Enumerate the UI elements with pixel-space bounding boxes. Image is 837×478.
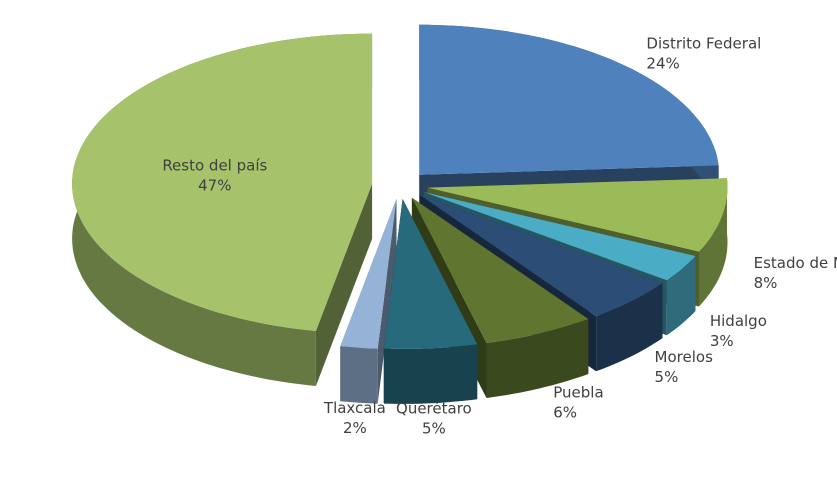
- slice-outer-wall: [340, 346, 378, 404]
- slice: [72, 33, 373, 331]
- slice-value-label: 24%: [646, 54, 679, 72]
- slice: [419, 194, 663, 317]
- slice: [419, 24, 719, 175]
- slice: [424, 192, 696, 281]
- slice-label: Hidalgo: [710, 312, 767, 330]
- slice-value-label: 5%: [655, 368, 679, 386]
- slice-value-label: 8%: [754, 274, 778, 292]
- slice-label: Distrito Federal: [646, 34, 761, 52]
- slice-outer-wall: [666, 256, 696, 336]
- slice: [411, 197, 589, 343]
- slice: [383, 198, 478, 349]
- slice-wall: [315, 183, 373, 386]
- slice: [340, 198, 397, 349]
- slice: [427, 178, 728, 252]
- slice-outer-wall: [383, 344, 478, 404]
- slice-outer-wall: [596, 283, 663, 372]
- slice-label: Querétaro: [396, 400, 472, 418]
- slice-value-label: 6%: [553, 403, 577, 421]
- slice-value-label: 2%: [343, 419, 367, 437]
- slice-label: Tlaxcala: [323, 399, 386, 417]
- slice-value-label: 47%: [198, 177, 231, 195]
- slice-label: Estado de México: [754, 254, 837, 272]
- slice-value-label: 3%: [710, 332, 734, 350]
- slice-value-label: 5%: [422, 420, 446, 438]
- slice-outer-wall: [486, 319, 589, 398]
- slice-outer-wall: [699, 178, 728, 307]
- slice-label: Resto del país: [162, 157, 267, 175]
- slice-label: Morelos: [655, 348, 714, 366]
- slice-label: Puebla: [553, 383, 603, 401]
